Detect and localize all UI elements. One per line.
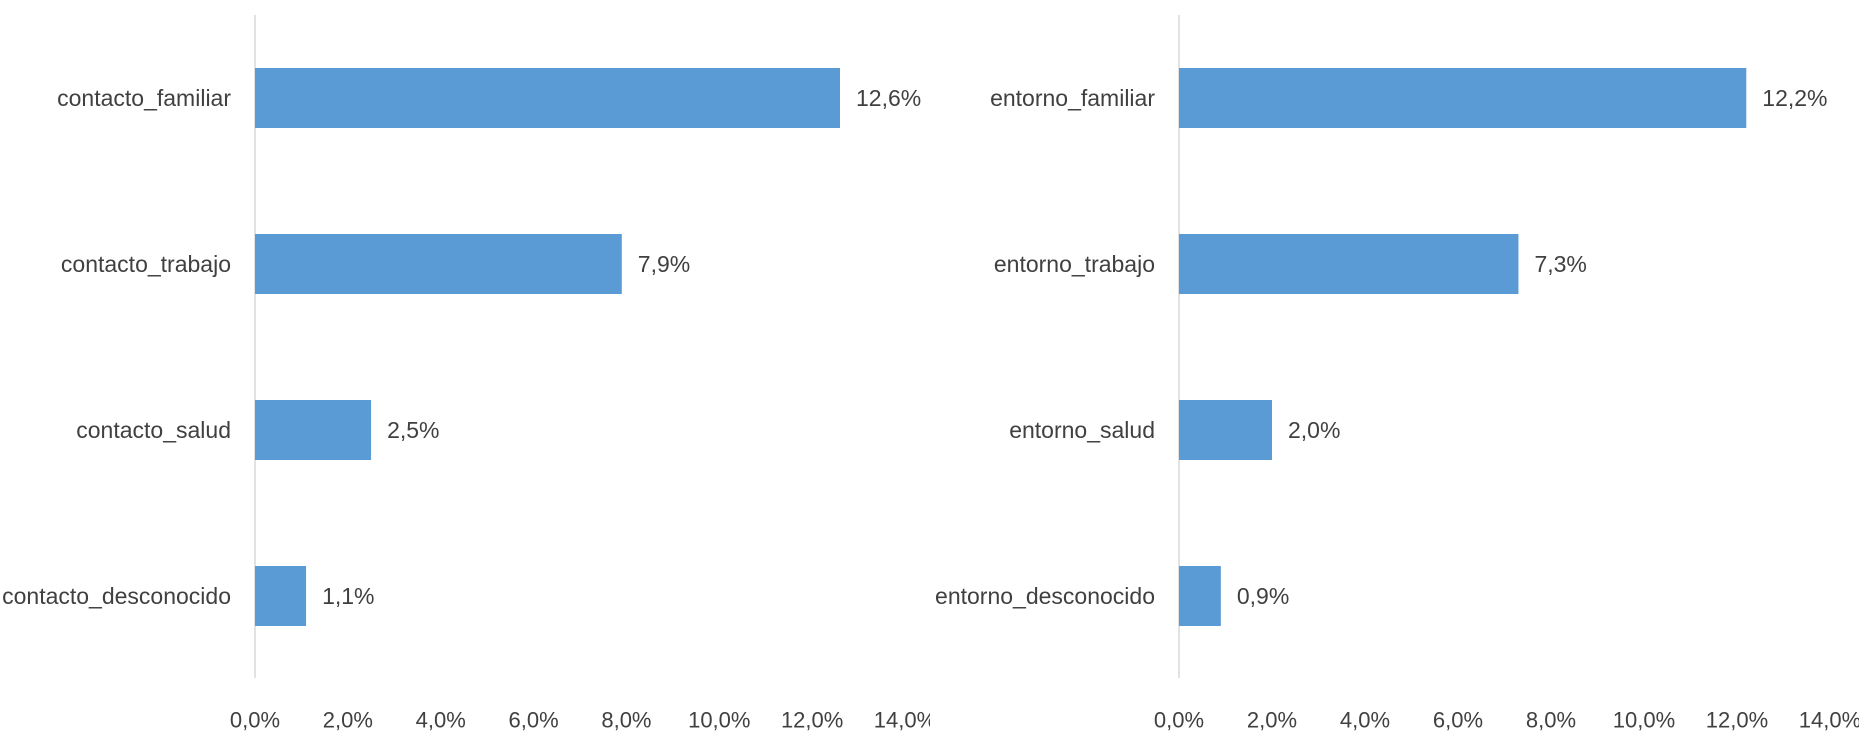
left-category-label-0: contacto_familiar (57, 85, 231, 111)
right-x-tick-label-1: 2,0% (1247, 708, 1297, 733)
right-x-tick-label-3: 6,0% (1433, 708, 1483, 733)
left-bar-3 (255, 566, 307, 626)
right-x-tick-label-7: 14,0% (1799, 708, 1859, 733)
right-category-label-0: entorno_familiar (990, 85, 1155, 111)
left-bar-0 (255, 68, 840, 128)
right-x-tick-label-6: 12,0% (1706, 708, 1768, 733)
left-category-label-1: contacto_trabajo (61, 251, 231, 277)
right-x-tick-label-5: 10,0% (1613, 708, 1675, 733)
right-value-label-3: 0,9% (1237, 583, 1289, 609)
left-value-label-2: 2,5% (387, 417, 439, 443)
left-value-label-1: 7,9% (638, 251, 690, 277)
left-value-label-3: 1,1% (322, 583, 374, 609)
right-value-label-1: 7,3% (1534, 251, 1586, 277)
left-x-tick-label-2: 4,0% (416, 708, 466, 733)
left-x-tick-label-7: 14,0% (874, 708, 930, 733)
right-x-tick-label-0: 0,0% (1154, 708, 1204, 733)
chart-right: entorno_familiar 12,2% entorno_trabajo 7,3%… (935, 15, 1859, 733)
left-x-tick-label-0: 0,0% (230, 708, 280, 733)
left-x-tick-label-1: 2,0% (323, 708, 373, 733)
chart-left: contacto_familiar 12,6% contacto_trabajo 7,… (2, 15, 930, 733)
right-category-label-2: entorno_salud (1009, 417, 1155, 443)
left-x-tick-label-6: 12,0% (781, 708, 843, 733)
left-x-tick-label-4: 8,0% (601, 708, 651, 733)
right-bar-3 (1179, 566, 1221, 626)
right-bar-2 (1179, 400, 1272, 460)
right-category-label-1: entorno_trabajo (994, 251, 1155, 277)
right-value-label-0: 12,2% (1762, 85, 1827, 111)
right-x-tick-label-2: 4,0% (1340, 708, 1390, 733)
right-bar-1 (1179, 234, 1519, 294)
right-value-label-2: 2,0% (1288, 417, 1340, 443)
left-x-tick-label-3: 6,0% (508, 708, 558, 733)
right-x-tick-label-4: 8,0% (1526, 708, 1576, 733)
left-bar-2 (255, 400, 372, 460)
right-bar-0 (1179, 68, 1747, 128)
left-category-label-3: contacto_desconocido (2, 583, 231, 609)
left-value-label-0: 12,6% (856, 85, 921, 111)
left-category-label-2: contacto_salud (76, 417, 231, 443)
right-category-label-3: entorno_desconocido (935, 583, 1155, 609)
left-bar-1 (255, 234, 622, 294)
left-x-tick-label-5: 10,0% (688, 708, 750, 733)
